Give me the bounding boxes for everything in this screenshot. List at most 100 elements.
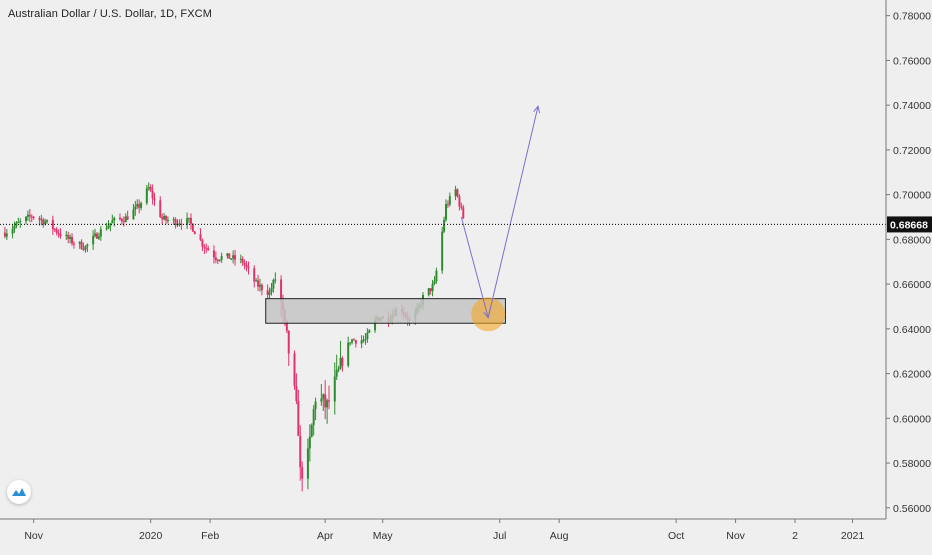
support-zone-rectangle[interactable]: [265, 298, 506, 324]
candle-body: [270, 288, 273, 292]
candle-body: [441, 231, 444, 271]
candle-body: [44, 221, 47, 225]
candle-body: [161, 217, 164, 220]
candle-body: [454, 189, 457, 197]
candle-body: [122, 221, 125, 223]
candle-body: [287, 330, 290, 354]
candle-body: [349, 342, 352, 344]
candle-body: [78, 241, 81, 244]
candle-body: [268, 291, 271, 295]
annotation-layer[interactable]: [0, 105, 886, 332]
price-tick-label: 0.62000: [893, 369, 931, 381]
candle-body: [234, 255, 237, 260]
time-tick-label: 2021: [841, 530, 865, 542]
candle-body: [151, 190, 154, 199]
candle-body: [297, 401, 300, 436]
candle-body: [429, 288, 432, 291]
candle-body: [65, 234, 68, 237]
time-tick-label: Aug: [550, 530, 569, 542]
price-tick-label: 0.56000: [893, 503, 931, 515]
candle-body: [301, 467, 304, 479]
time-tick-label: Oct: [668, 530, 684, 542]
candle-body: [255, 280, 258, 282]
candle-body: [433, 281, 436, 284]
candle-body: [149, 186, 152, 191]
candle-body: [239, 258, 242, 260]
price-tick-label: 0.74000: [893, 100, 931, 112]
candle-body: [165, 216, 168, 221]
candle-body: [186, 218, 189, 225]
candle-body: [136, 204, 139, 207]
candle-body: [257, 280, 260, 287]
price-tick-label: 0.78000: [893, 11, 931, 23]
candle-body: [57, 232, 60, 234]
candle-body: [51, 219, 54, 230]
candle-body: [308, 436, 311, 449]
candle-body: [445, 204, 447, 220]
candle-body: [86, 244, 89, 247]
candle-body: [232, 255, 235, 259]
candle-body: [427, 288, 430, 296]
candle-body: [15, 222, 18, 226]
candle-body: [218, 259, 221, 261]
candle-body: [107, 225, 110, 229]
target-circle[interactable]: [471, 297, 506, 332]
candle-body: [341, 357, 344, 366]
candle-body: [153, 198, 156, 201]
candle-body: [460, 206, 463, 208]
candle-body: [82, 248, 85, 250]
candle-body: [40, 219, 43, 221]
candle-body: [266, 290, 269, 295]
candle-body: [38, 217, 41, 220]
candle-body: [72, 243, 75, 245]
candle-body: [247, 266, 250, 269]
candle-body: [337, 368, 340, 371]
time-tick-label: Jul: [493, 530, 506, 542]
candle-body: [13, 225, 16, 229]
candle-body: [3, 232, 6, 237]
candle-body: [26, 214, 29, 217]
candle-body: [178, 223, 181, 225]
current-price-label-box: [887, 216, 932, 233]
candle-body: [163, 216, 166, 220]
candle-body: [95, 233, 98, 239]
candle-body: [333, 376, 336, 402]
candle-body: [67, 234, 70, 239]
time-tick-label: Nov: [24, 530, 43, 542]
candle-body: [53, 229, 56, 231]
candle-body: [201, 239, 204, 247]
candle-body: [431, 283, 434, 291]
candle-body: [335, 370, 338, 377]
candle-body: [140, 203, 143, 208]
candle-body: [113, 217, 116, 221]
candle-body: [443, 219, 446, 232]
candle-body: [17, 222, 20, 224]
candle-body: [84, 246, 87, 250]
candle-body: [132, 209, 135, 220]
candle-body: [174, 219, 177, 226]
candle-body: [99, 229, 102, 237]
tradingview-logo-icon[interactable]: [7, 480, 31, 504]
candle-body: [216, 259, 219, 261]
candle-body: [339, 357, 342, 369]
candle-body: [203, 246, 206, 248]
candle-body: [11, 228, 14, 234]
candle-body: [212, 250, 215, 258]
candle-body: [295, 385, 298, 402]
candle-body: [94, 233, 97, 236]
candle-body: [25, 216, 28, 222]
candle-body: [145, 188, 148, 204]
candle-body: [193, 231, 196, 235]
candle-body: [456, 189, 459, 197]
candle-body: [272, 280, 275, 289]
candle-body: [42, 219, 45, 225]
price-tick-label: 0.58000: [893, 458, 931, 470]
candle-body: [109, 223, 112, 226]
candle-body: [71, 236, 74, 244]
candle-body: [138, 204, 141, 208]
candle-body: [324, 394, 327, 408]
price-tick-label: 0.68000: [893, 234, 931, 246]
candle-body: [458, 196, 461, 207]
